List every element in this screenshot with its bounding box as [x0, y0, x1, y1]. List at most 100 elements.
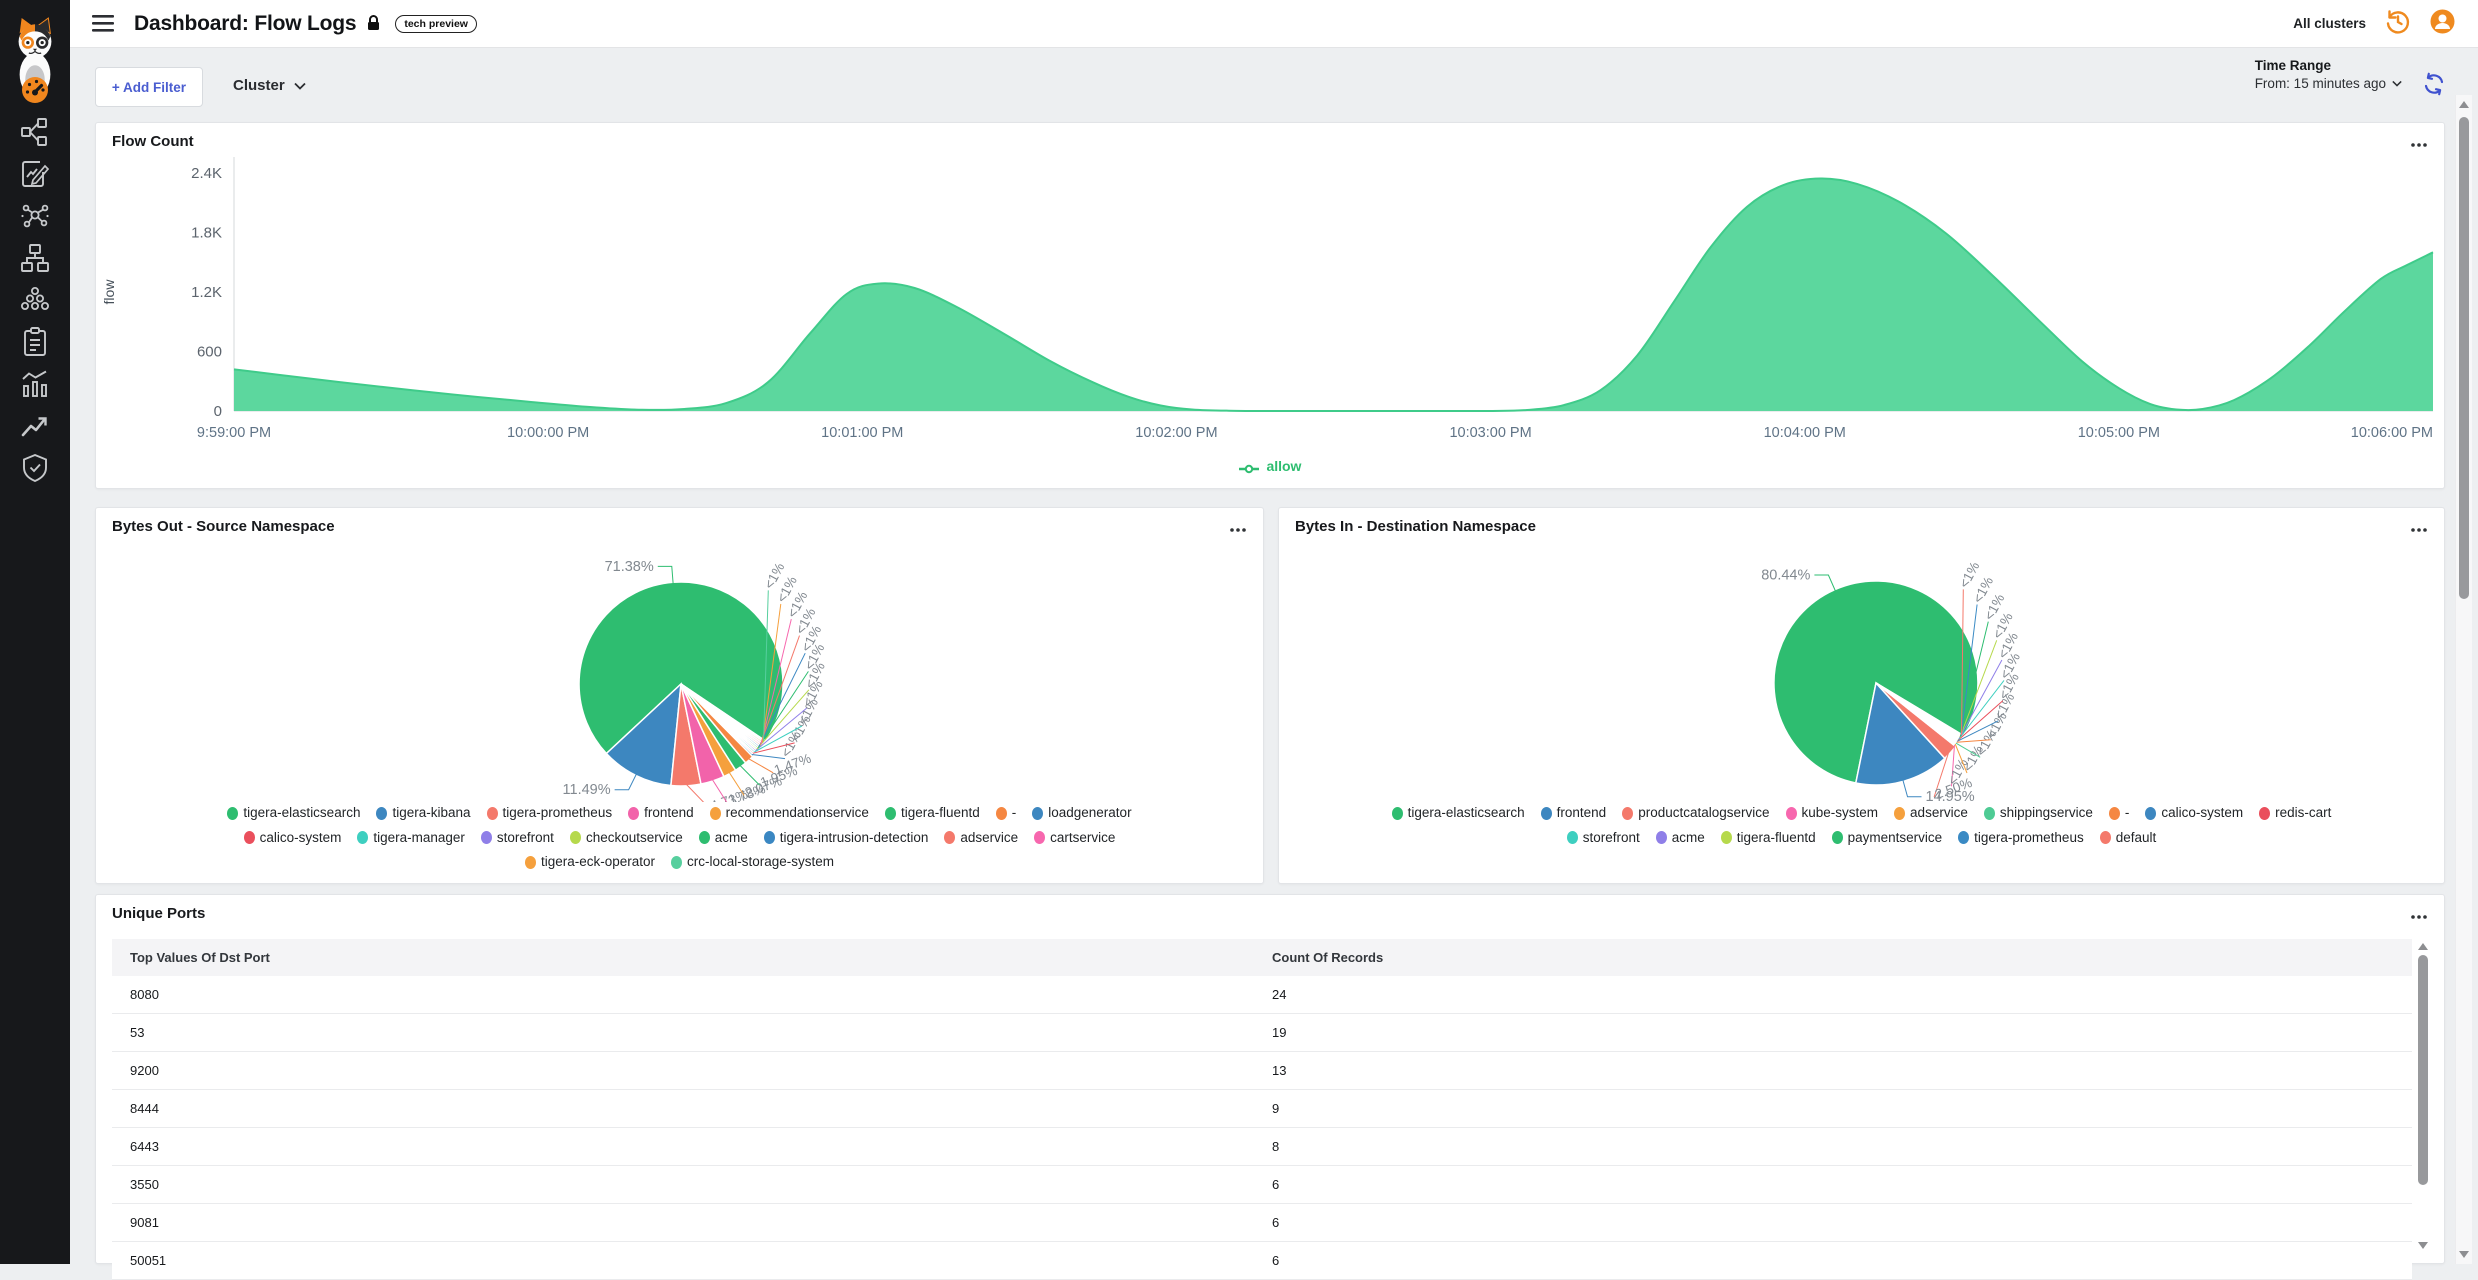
legend-item-acme[interactable]: acme	[1655, 827, 1705, 849]
sidebar-item-statistics-icon[interactable]	[19, 368, 51, 400]
legend-item-crc-local-storage-system[interactable]: crc-local-storage-system	[671, 851, 834, 873]
legend-item-recommendationservice[interactable]: recommendationservice	[709, 802, 869, 824]
legend-item--[interactable]: -	[995, 802, 1017, 824]
sidebar-item-shield-check-icon[interactable]	[19, 452, 51, 484]
legend-item-checkoutservice[interactable]: checkoutservice	[569, 827, 683, 849]
page-scrollbar[interactable]	[2455, 95, 2472, 1264]
legend-item-storefront[interactable]: storefront	[480, 827, 554, 849]
area-series-line	[233, 177, 2434, 413]
legend-item-calico-system[interactable]: calico-system	[243, 827, 341, 849]
legend-item-tigera-kibana[interactable]: tigera-kibana	[376, 802, 471, 824]
table-row[interactable]: 9200 13	[112, 1052, 2412, 1090]
area-series-allow[interactable]	[234, 178, 2433, 411]
sidebar-item-trend-up-icon[interactable]	[19, 410, 51, 442]
page-scrollbar-thumb[interactable]	[2459, 117, 2469, 599]
sidebar-item-log-edit-icon[interactable]	[19, 158, 51, 190]
legend-item-redis-cart[interactable]: redis-cart	[2259, 802, 2331, 824]
scroll-down-arrow[interactable]	[2459, 1251, 2469, 1258]
sidebar-item-clipboard-report-icon[interactable]	[19, 326, 51, 358]
flow-count-chart[interactable]: 0 600 1.2K 1.8K 2.4K flow 9:59:00 PM 10:00:00 P…	[96, 123, 2444, 443]
hamburger-menu-icon[interactable]	[92, 15, 114, 32]
table-row[interactable]: 53 19	[112, 1014, 2412, 1052]
label-leader-line	[1959, 621, 1989, 737]
legend-label: productcatalogservice	[1638, 805, 1770, 820]
legend-item-acme[interactable]: acme	[698, 827, 748, 849]
column-header-count[interactable]: Count Of Records	[1272, 950, 1384, 965]
legend-item-storefront[interactable]: storefront	[1566, 827, 1640, 849]
label-leader-line	[1955, 742, 1981, 758]
refresh-button[interactable]	[2422, 72, 2446, 96]
label-leader-line	[1902, 779, 1922, 798]
legend-item-tigera-prometheus[interactable]: tigera-prometheus	[486, 802, 612, 824]
legend-item-adservice[interactable]: adservice	[1894, 802, 1968, 824]
sidebar-item-network-tree-icon[interactable]	[19, 242, 51, 274]
legend-item-shippingservice[interactable]: shippingservice	[1983, 802, 2093, 824]
legend-dot-icon	[2108, 806, 2120, 820]
table-row[interactable]: 50051 6	[112, 1242, 2412, 1280]
legend-item-paymentservice[interactable]: paymentservice	[1831, 827, 1942, 849]
legend-item--[interactable]: -	[2108, 802, 2129, 824]
sidebar-item-network-topology-icon[interactable]	[19, 116, 51, 148]
legend-label: tigera-kibana	[392, 805, 471, 820]
legend-item-calico-system[interactable]: calico-system	[2145, 802, 2243, 824]
table-row[interactable]: 3550 6	[112, 1166, 2412, 1204]
bytes-in-pie-chart[interactable]: 80.44%14.95%2.50%<1%<1%<1%<1%<1%<1%<1%<1…	[1279, 540, 2444, 802]
scroll-down-arrow[interactable]	[2418, 1242, 2428, 1249]
legend-item-tigera-prometheus[interactable]: tigera-prometheus	[1958, 827, 2084, 849]
legend-item-frontend[interactable]: frontend	[1540, 802, 1606, 824]
legend-item-frontend[interactable]: frontend	[628, 802, 694, 824]
legend-item-tigera-fluentd[interactable]: tigera-fluentd	[884, 802, 980, 824]
legend-item-cartservice[interactable]: cartservice	[1034, 827, 1115, 849]
sidebar-item-service-graph-icon[interactable]	[19, 200, 51, 232]
cluster-dropdown[interactable]: Cluster	[233, 77, 306, 94]
legend-item-tigera-elasticsearch[interactable]: tigera-elasticsearch	[1391, 802, 1525, 824]
time-range-selector[interactable]: From: 15 minutes ago	[2255, 76, 2402, 91]
legend-item-kube-system[interactable]: kube-system	[1785, 802, 1878, 824]
table-row[interactable]: 8444 9	[112, 1090, 2412, 1128]
table-row[interactable]: 8080 24	[112, 976, 2412, 1014]
chart-legend-allow[interactable]: allow	[96, 458, 2444, 474]
table-scrollbar[interactable]	[2415, 939, 2429, 1253]
more-options-icon[interactable]	[2410, 907, 2428, 925]
table-row[interactable]: 9081 6	[112, 1204, 2412, 1242]
legend-dot-icon	[569, 831, 581, 844]
bytes-out-pie-chart[interactable]: 71.38%11.49% 4.71%3.78%2.07%1.95%1.47%<1%…	[96, 540, 1263, 802]
legend-item-tigera-fluentd[interactable]: tigera-fluentd	[1720, 827, 1816, 849]
legend-dot-icon	[486, 806, 498, 820]
sidebar-item-cluster-nodes-icon[interactable]	[19, 284, 51, 316]
legend-item-loadgenerator[interactable]: loadgenerator	[1032, 802, 1132, 824]
label-leader-line	[711, 778, 728, 802]
column-header-dst-port[interactable]: Top Values Of Dst Port	[130, 950, 270, 965]
legend-dot-icon	[1785, 806, 1797, 820]
legend-label: -	[1011, 805, 1017, 820]
legend-label: tigera-elasticsearch	[243, 805, 361, 820]
legend-item-tigera-intrusion-detection[interactable]: tigera-intrusion-detection	[763, 827, 929, 849]
legend-item-tigera-manager[interactable]: tigera-manager	[357, 827, 465, 849]
legend-dot-icon	[1831, 831, 1843, 844]
legend-label: tigera-intrusion-detection	[779, 829, 929, 845]
add-filter-button[interactable]: + Add Filter	[95, 67, 203, 107]
user-avatar[interactable]	[2429, 8, 2456, 40]
scroll-up-arrow[interactable]	[2459, 101, 2469, 108]
pie-percent-label: 14.95%	[1926, 789, 1975, 802]
more-options-icon[interactable]	[2410, 520, 2428, 538]
all-clusters-label[interactable]: All clusters	[2293, 16, 2366, 31]
legend-item-default[interactable]: default	[2099, 827, 2156, 849]
label-leader-line	[758, 652, 806, 747]
more-options-icon[interactable]	[2410, 135, 2428, 153]
more-options-icon[interactable]	[1229, 520, 1247, 538]
scroll-up-arrow[interactable]	[2418, 943, 2428, 950]
sidebar-item-dashboard-gauge-icon[interactable]	[19, 74, 51, 106]
legend-item-tigera-eck-operator[interactable]: tigera-eck-operator	[524, 851, 655, 873]
legend-row: storefront acme tigera-fluentd paymentservi…	[1279, 827, 2444, 852]
legend-label: storefront	[496, 829, 554, 845]
legend-item-adservice[interactable]: adservice	[944, 827, 1018, 849]
legend-row: tigera-eck-operator crc-local-storage-sys…	[96, 851, 1263, 876]
history-icon[interactable]	[2384, 8, 2411, 40]
legend-item-tigera-elasticsearch[interactable]: tigera-elasticsearch	[227, 802, 360, 824]
legend-item-productcatalogservice[interactable]: productcatalogservice	[1622, 802, 1770, 824]
table-scrollbar-thumb[interactable]	[2418, 955, 2428, 1185]
table-row[interactable]: 6443 8	[112, 1128, 2412, 1166]
cell-dst-port: 9200	[130, 1063, 159, 1078]
legend-label: acme	[714, 829, 748, 845]
